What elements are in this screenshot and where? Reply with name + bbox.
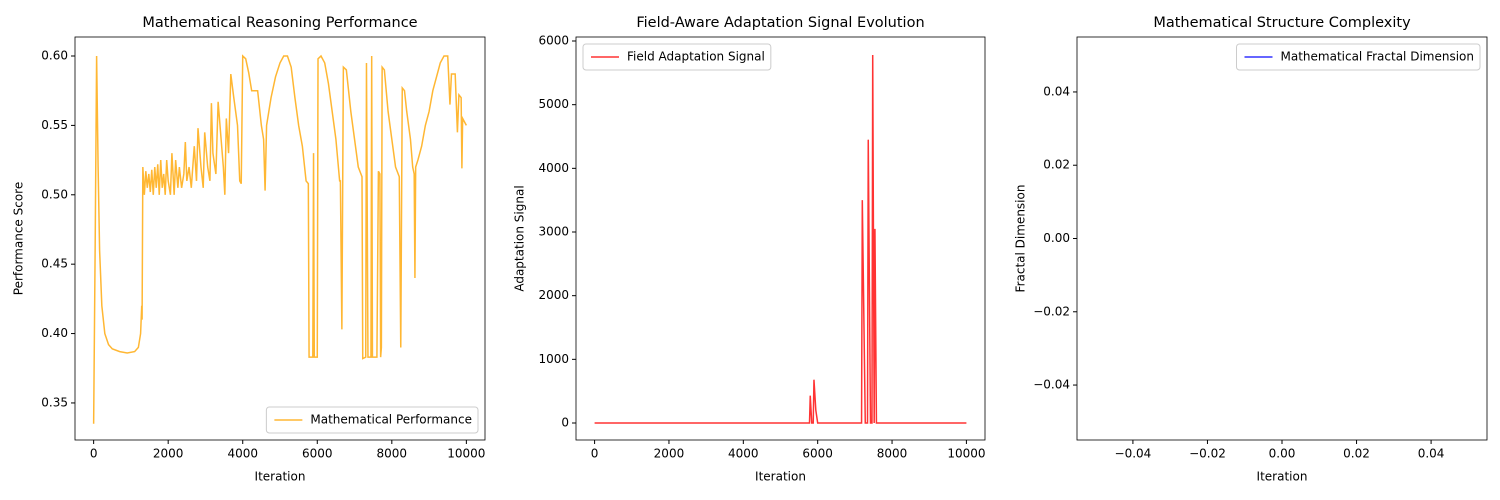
x-tick-label: 4000 xyxy=(728,447,759,461)
x-tick-label: 10000 xyxy=(947,447,985,461)
y-tick-label: 0.04 xyxy=(1043,84,1070,98)
y-tick-label: 0.45 xyxy=(41,257,68,271)
y-tick-label: 0.00 xyxy=(1043,231,1070,245)
chart-title: Field-Aware Adaptation Signal Evolution xyxy=(636,15,924,31)
y-tick-label: −0.04 xyxy=(1033,378,1070,392)
x-tick-label: 8000 xyxy=(377,447,408,461)
y-tick-label: 0.40 xyxy=(41,326,68,340)
y-axis-label: Fractal Dimension xyxy=(1014,185,1028,293)
legend-label: Mathematical Performance xyxy=(310,413,472,427)
subplot: Field-Aware Adaptation Signal Evolution I… xyxy=(513,15,986,484)
x-tick-label: 6000 xyxy=(802,447,833,461)
x-axis-label: Iteration xyxy=(255,470,306,484)
y-tick-label: 6000 xyxy=(538,34,569,48)
y-tick-label: 5000 xyxy=(538,97,569,111)
y-tick-label: 2000 xyxy=(538,288,569,302)
subplot: Mathematical Structure Complexity Iterati… xyxy=(1014,15,1488,484)
x-tick-label: 4000 xyxy=(227,447,258,461)
y-axis-label: Performance Score xyxy=(12,182,26,295)
x-tick-label: −0.04 xyxy=(1115,447,1152,461)
y-tick-label: 0 xyxy=(561,416,569,430)
y-tick-label: 0.60 xyxy=(41,49,68,63)
x-axis-label: Iteration xyxy=(1257,470,1308,484)
x-tick-label: 10000 xyxy=(447,447,485,461)
x-axis-label: Iteration xyxy=(755,470,806,484)
axes-frame xyxy=(575,36,986,441)
x-tick-label: 0 xyxy=(591,447,599,461)
y-tick-label: 0.55 xyxy=(41,118,68,132)
x-tick-label: 6000 xyxy=(302,447,333,461)
x-tick-label: 8000 xyxy=(877,447,908,461)
x-tick-label: 0.02 xyxy=(1343,447,1370,461)
legend-box xyxy=(582,43,772,71)
legend-label: Field Adaptation Signal xyxy=(627,50,765,64)
x-tick-label: 2000 xyxy=(153,447,184,461)
legend-box xyxy=(265,406,479,434)
legend-label: Mathematical Fractal Dimension xyxy=(1281,50,1475,64)
legend-box xyxy=(1236,43,1481,71)
axes-frame xyxy=(74,36,486,441)
legend: Field Adaptation Signal xyxy=(582,43,772,71)
y-tick-label: 0.35 xyxy=(41,395,68,409)
data-line xyxy=(594,55,967,424)
chart-title: Mathematical Structure Complexity xyxy=(1153,15,1411,31)
x-tick-label: −0.02 xyxy=(1189,447,1226,461)
subplot: Mathematical Reasoning Performance Iterat… xyxy=(12,15,486,484)
y-tick-label: 0.50 xyxy=(41,187,68,201)
legend: Mathematical Fractal Dimension xyxy=(1236,43,1481,71)
y-tick-label: 0.02 xyxy=(1043,158,1070,172)
y-tick-label: 1000 xyxy=(538,352,569,366)
chart-title: Mathematical Reasoning Performance xyxy=(142,15,417,31)
axes-frame xyxy=(1076,36,1488,441)
x-tick-label: 2000 xyxy=(654,447,685,461)
legend: Mathematical Performance xyxy=(265,406,479,434)
data-line xyxy=(92,54,468,424)
x-tick-label: 0 xyxy=(90,447,98,461)
y-tick-label: 3000 xyxy=(538,225,569,239)
x-tick-label: 0.00 xyxy=(1269,447,1296,461)
y-tick-label: −0.02 xyxy=(1033,304,1070,318)
x-tick-label: 0.04 xyxy=(1418,447,1445,461)
y-axis-label: Adaptation Signal xyxy=(513,185,527,291)
y-tick-label: 4000 xyxy=(538,161,569,175)
